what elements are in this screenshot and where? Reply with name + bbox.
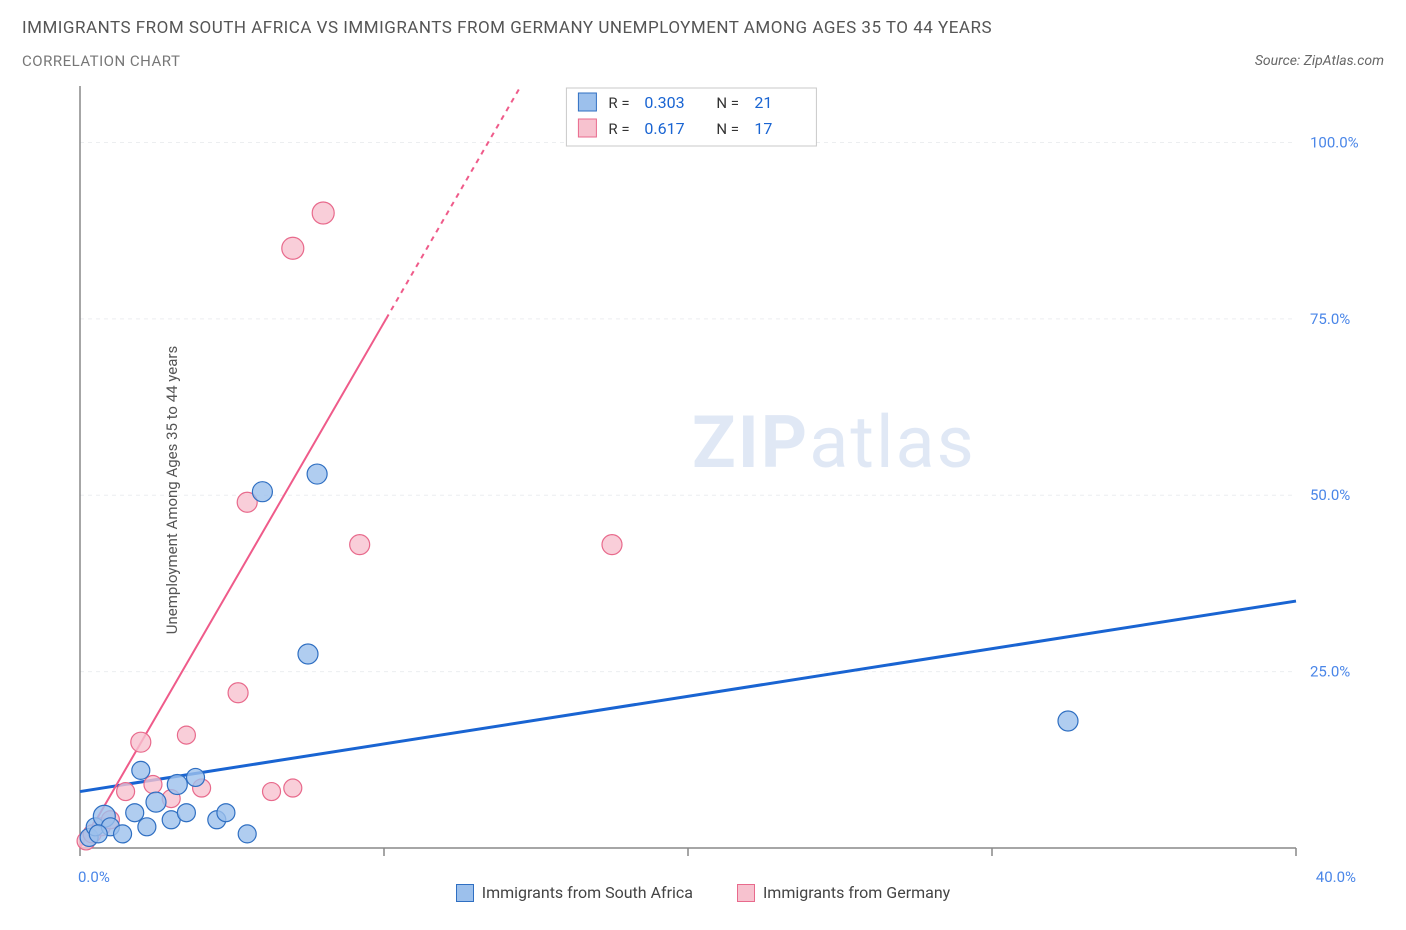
chart-container: Unemployment Among Ages 35 to 44 years 2… [22,80,1384,900]
y-axis-label: Unemployment Among Ages 35 to 44 years [163,346,181,634]
legend-item-blue: Immigrants from South Africa [456,883,693,902]
page-title: IMMIGRANTS FROM SOUTH AFRICA VS IMMIGRAN… [22,18,1384,38]
svg-text:N =: N = [716,94,739,112]
svg-text:R =: R = [608,120,629,138]
legend-label-blue: Immigrants from South Africa [482,883,693,902]
svg-text:17: 17 [754,119,772,138]
svg-text:25.0%: 25.0% [1310,663,1350,681]
chart-subtitle: CORRELATION CHART [22,52,180,70]
svg-text:100.0%: 100.0% [1310,133,1359,151]
svg-text:21: 21 [754,93,772,112]
svg-text:ZIPatlas: ZIPatlas [692,400,976,485]
svg-text:R =: R = [608,94,629,112]
swatch-pink [737,884,755,902]
svg-text:0.303: 0.303 [644,93,684,112]
svg-text:75.0%: 75.0% [1310,310,1350,328]
svg-text:50.0%: 50.0% [1310,486,1350,504]
legend-item-pink: Immigrants from Germany [737,883,950,902]
swatch-blue [456,884,474,902]
correlation-chart: 25.0%50.0%75.0%100.0%0.0%40.0%ZIPatlasR … [22,80,1382,900]
source-label: Source: ZipAtlas.com [1255,53,1384,69]
legend-label-pink: Immigrants from Germany [763,883,950,902]
svg-text:N =: N = [716,120,739,138]
bottom-legend: Immigrants from South Africa Immigrants … [22,883,1384,902]
subtitle-row: CORRELATION CHART Source: ZipAtlas.com [22,52,1384,70]
svg-text:0.617: 0.617 [644,119,684,138]
